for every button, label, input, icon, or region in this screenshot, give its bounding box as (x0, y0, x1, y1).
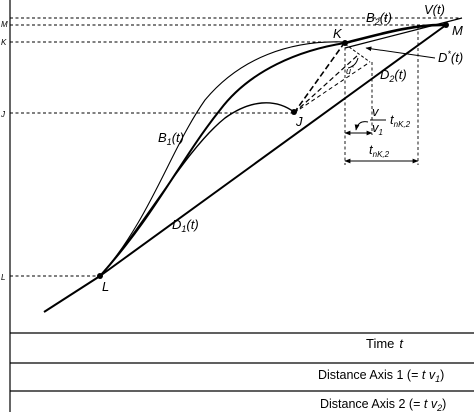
dim-small-leader (354, 121, 369, 131)
curve-start-segment (43, 275, 101, 313)
curve-L-to-K (99, 42, 346, 277)
distance-axis-1-label: Distance Axis 1 (= t v1) (318, 368, 444, 384)
label-D2: D2(t) (380, 67, 407, 84)
point-label-J: J (295, 114, 303, 129)
dash-J-K-3 (293, 61, 371, 114)
dash-K-down (344, 43, 371, 63)
distance-axis-2-label: Distance Axis 2 (= t v2) (320, 397, 446, 413)
angle-arc (347, 57, 359, 69)
dim-small-t: tnK,2 (390, 112, 411, 129)
curve-B1 (99, 41, 346, 277)
point-K (342, 40, 348, 46)
y-label-J: J (0, 110, 6, 119)
point-M (443, 22, 449, 28)
label-D1: D1(t) (172, 217, 199, 234)
label-B2: B2(t) (366, 10, 392, 27)
curve-D1 (99, 24, 447, 277)
y-label-K: K (1, 38, 7, 47)
label-V: V(t) (424, 2, 445, 17)
point-label-K: K (333, 26, 343, 41)
curve-B2 (344, 23, 447, 45)
point-L (97, 273, 103, 279)
point-J (291, 109, 297, 115)
point-label-L: L (102, 279, 109, 294)
time-axis-label: Time t (366, 336, 404, 351)
dim-small-denominator: v1 (372, 120, 383, 137)
curve-V (344, 17, 463, 49)
label-B1: B1(t) (158, 130, 184, 147)
dash-J-K-2 (293, 54, 359, 114)
dstar-leader-arrow (365, 46, 436, 59)
y-label-M: M (1, 20, 8, 29)
label-Dstar: D*(t) (438, 49, 463, 65)
point-label-M: M (452, 23, 463, 38)
label-angle-u: u* (346, 65, 354, 76)
dim-large-t: tnK,2 (369, 142, 390, 159)
dash-J-K-1 (293, 41, 346, 114)
curve-L-to-J-upper (99, 102, 295, 277)
y-label-L: L (1, 273, 5, 282)
dim-small-numerator: v (372, 104, 380, 119)
